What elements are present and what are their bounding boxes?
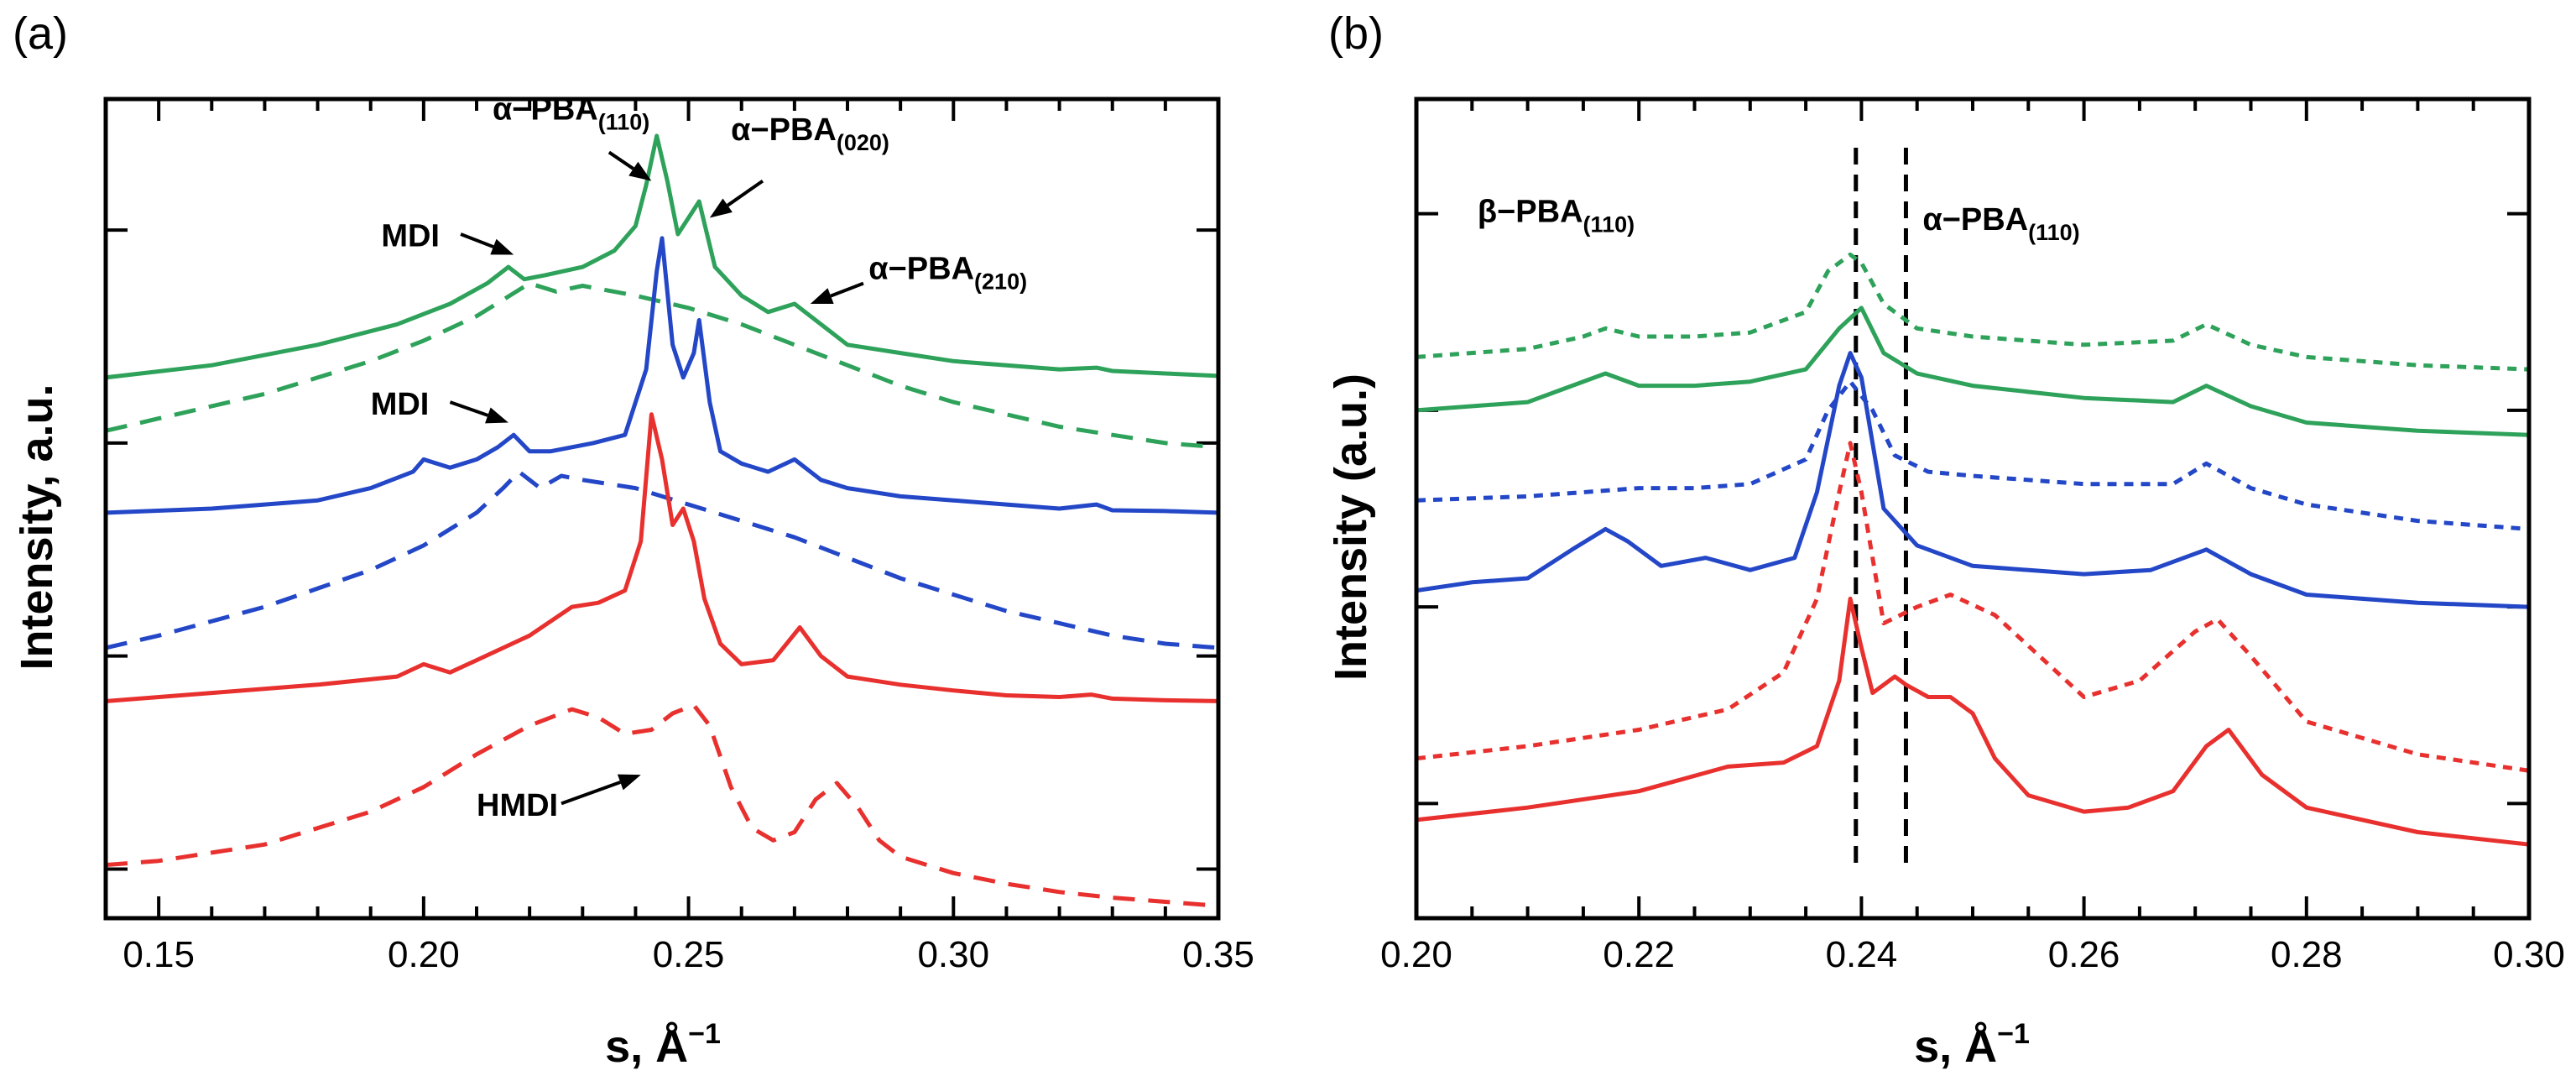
series-line [1416, 351, 2530, 609]
panel-a-xlabel: s, Å−1 [605, 1018, 721, 1072]
series-line [105, 702, 1219, 908]
series-line [1416, 252, 2530, 372]
annotation-subscript: (020) [837, 130, 889, 155]
annotation-text: α−PBA [868, 252, 974, 287]
panel-a-tick-labels: 0.15 0.20 0.25 0.30 0.35 [123, 934, 1254, 975]
panel-a-frame [103, 97, 1221, 921]
series-line [105, 281, 1219, 450]
annotation-subscript: (110) [1583, 212, 1635, 237]
annotation-alpha-pba-210: α−PBA(210) [868, 252, 1027, 295]
series-line [105, 412, 1219, 703]
annotation-subscript: (110) [598, 109, 650, 134]
series-line [1416, 306, 2530, 437]
series-line [1416, 441, 2530, 773]
annotation-text: HMDI [477, 788, 558, 823]
panel-a-xlabel-main: s, Å [605, 1021, 688, 1072]
series-line [105, 133, 1219, 380]
x-tick-label: 0.35 [1182, 934, 1254, 975]
annotation-arrow-head [709, 198, 733, 218]
annotation-beta-pba-110: β−PBA(110) [1478, 194, 1635, 237]
x-tick-label: 0.15 [123, 934, 195, 975]
panel-b-tick-labels: 0.20 0.22 0.24 0.26 0.28 0.30 [1380, 934, 2565, 975]
panel-b-annotations: β−PBA(110) α−PBA(110) [1478, 194, 2080, 245]
panel-a-series [105, 133, 1219, 908]
x-tick-label: 0.26 [2048, 934, 2120, 975]
annotation-arrow-shaft [830, 281, 864, 298]
annotation-arrow-shaft [607, 150, 634, 170]
annotation-arrow-shaft [561, 781, 621, 806]
panel-b-xlabel: s, Å−1 [1914, 1018, 2030, 1072]
series-line [105, 236, 1219, 515]
x-tick-label: 0.20 [1380, 934, 1452, 975]
panel-b-ylabel: Intensity (a.u.) [1326, 373, 1376, 681]
x-tick-label: 0.22 [1603, 934, 1675, 975]
x-tick-label: 0.30 [917, 934, 989, 975]
annotation-text: α−PBA [731, 112, 837, 148]
annotation-subscript: (110) [2028, 220, 2080, 245]
annotation-text: α−PBA [1922, 202, 2028, 238]
annotation-mdi-blue: MDI [371, 387, 430, 422]
annotation-arrow-head [617, 774, 641, 791]
annotation-alpha-pba-020: α−PBA(020) [731, 112, 889, 155]
series-line [1416, 379, 2530, 531]
panel-a: (a) Intensity, a.u. s, Å−1 α−PBA (110) α−P… [12, 8, 1254, 1072]
x-tick-label: 0.25 [653, 934, 725, 975]
x-tick-label: 0.24 [1826, 934, 1898, 975]
panel-b-xlabel-main: s, Å [1914, 1021, 1997, 1072]
series-line [105, 469, 1219, 650]
annotation-arrow-head [810, 288, 834, 304]
annotation-mdi-green: MDI [381, 219, 440, 254]
annotation-subscript: (210) [974, 269, 1027, 295]
x-tick-label: 0.28 [2271, 934, 2343, 975]
annotation-text: MDI [371, 387, 430, 422]
panel-b-series [1416, 252, 2530, 847]
panel-a-label: (a) [13, 8, 68, 59]
annotation-alpha-pba-110-b: α−PBA(110) [1922, 202, 2079, 245]
annotation-arrow-shaft [449, 400, 489, 417]
annotation-arrow-shaft [727, 179, 764, 207]
panel-b-xlabel-sup: −1 [1997, 1018, 2030, 1050]
panel-b: (b) Intensity (a.u.) s, Å−1 β−PBA(110) α−… [1326, 8, 2565, 1072]
annotation-arrow-shaft [460, 232, 494, 248]
series-line [1416, 596, 2530, 847]
panel-b-frame [1414, 97, 2532, 921]
panel-a-xlabel-sup: −1 [688, 1018, 721, 1050]
panel-a-ylabel: Intensity, a.u. [12, 384, 62, 670]
x-tick-label: 0.30 [2493, 934, 2565, 975]
annotation-text: MDI [381, 219, 440, 254]
annotation-arrow-head [628, 161, 652, 181]
panel-b-vlines [1854, 148, 1908, 870]
annotation-arrow-head [490, 238, 514, 255]
x-tick-label: 0.20 [388, 934, 460, 975]
annotation-arrow-head [485, 407, 508, 424]
annotation-hmdi: HMDI [477, 788, 558, 823]
annotation-text: β−PBA [1478, 194, 1583, 229]
panel-b-label: (b) [1328, 8, 1384, 59]
